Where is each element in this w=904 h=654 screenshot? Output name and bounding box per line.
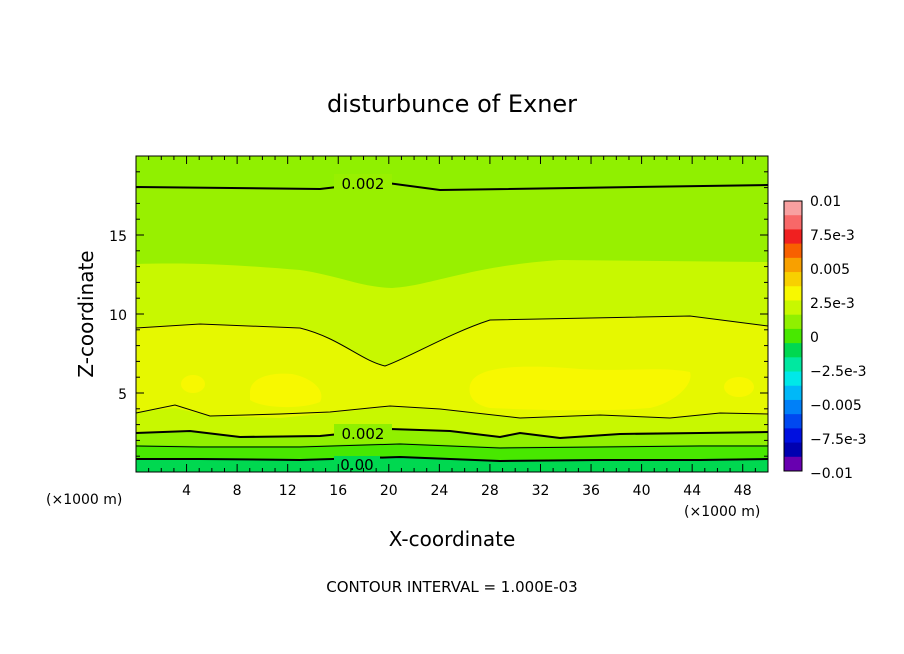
colorbar-label: −7.5e-3 xyxy=(810,432,867,448)
x-tick-label: 20 xyxy=(380,483,398,499)
contour-0.000 xyxy=(136,455,768,463)
y-axis-label: Z-coordinate xyxy=(74,250,98,377)
x-tick-labels: 4 8 12 16 20 24 28 32 36 40 44 48 xyxy=(182,483,751,499)
blob-yellow-1 xyxy=(181,375,205,393)
colorbar-swatch xyxy=(784,229,802,245)
colorbar-swatches xyxy=(784,201,802,472)
colorbar-label: −0.005 xyxy=(810,398,862,414)
contour-label-3: 0.00 xyxy=(340,456,373,474)
x-tick-label: 48 xyxy=(734,483,752,499)
x-tick-label: 40 xyxy=(633,483,651,499)
colorbar-labels: 0.01 7.5e-3 0.005 2.5e-3 0 −2.5e-3 −0.00… xyxy=(810,194,867,482)
x-tick-label: 32 xyxy=(532,483,550,499)
colorbar-label: −0.01 xyxy=(810,466,853,482)
x-tick-label: 44 xyxy=(683,483,701,499)
x-tick-label: 36 xyxy=(582,483,600,499)
colorbar-swatch xyxy=(784,328,802,344)
x-tick-label: 28 xyxy=(481,483,499,499)
axis-ticks xyxy=(136,156,768,472)
colorbar-label: −2.5e-3 xyxy=(810,364,867,380)
colorbar-swatch xyxy=(784,456,802,472)
colorbar-swatch xyxy=(784,343,802,358)
colorbar-swatch xyxy=(784,371,802,387)
blob-yellow-2 xyxy=(250,373,322,408)
colorbar-swatch xyxy=(784,414,802,429)
colorbar-swatch xyxy=(784,357,802,373)
colorbar-swatch xyxy=(784,257,802,273)
x-tick-label: 4 xyxy=(182,483,191,499)
colorbar-swatch xyxy=(784,442,802,458)
colorbar: 0.01 7.5e-3 0.005 2.5e-3 0 −2.5e-3 −0.00… xyxy=(783,194,867,482)
plot-area: 0.002 0.002 0.00 xyxy=(136,156,768,474)
colorbar-label: 7.5e-3 xyxy=(810,228,855,244)
colorbar-swatch xyxy=(784,272,802,287)
contour-0.001 xyxy=(136,443,768,449)
z-unit-label: (×1000 m) xyxy=(46,492,122,508)
y-tick-label: 15 xyxy=(109,229,127,245)
colorbar-swatch xyxy=(784,201,802,216)
colorbar-swatch xyxy=(784,428,802,444)
colorbar-swatch xyxy=(784,215,802,230)
contour-label-bg-2 xyxy=(334,424,392,442)
contour-0.003 xyxy=(136,315,768,367)
blob-yellow-3 xyxy=(469,366,691,411)
y-tick-label: 5 xyxy=(118,387,127,403)
y-tick-labels: 5 10 15 xyxy=(109,229,127,403)
colorbar-frame xyxy=(783,200,803,472)
y-tick-label: 10 xyxy=(109,308,127,324)
x-tick-label: 24 xyxy=(430,483,448,499)
colorbar-label: 0.01 xyxy=(810,194,841,210)
contour-label-1: 0.002 xyxy=(342,175,385,193)
colorbar-swatch xyxy=(784,314,802,330)
x-tick-label: 8 xyxy=(233,483,242,499)
x-tick-label: 12 xyxy=(279,483,297,499)
colorbar-swatch xyxy=(784,286,802,301)
colorbar-label: 2.5e-3 xyxy=(810,296,855,312)
contour-label-bg-1 xyxy=(334,174,392,192)
colorbar-swatch xyxy=(784,399,802,415)
blob-yellow-4 xyxy=(724,377,754,397)
colorbar-swatch xyxy=(784,300,802,316)
x-unit-label: (×1000 m) xyxy=(684,504,760,520)
contour-label-bg-3 xyxy=(334,456,380,472)
x-tick-label: 16 xyxy=(329,483,347,499)
colorbar-swatch xyxy=(784,385,802,401)
colorbar-label: 0 xyxy=(810,330,819,346)
colorbar-label: 0.005 xyxy=(810,262,850,278)
contour-0.002-lower xyxy=(136,427,768,440)
contour-label-2: 0.002 xyxy=(342,425,385,443)
colorbar-swatch xyxy=(784,243,802,259)
x-axis-label: X-coordinate xyxy=(389,527,516,551)
chart-title: disturbunce of Exner xyxy=(327,90,577,118)
contour-0.003-lower xyxy=(136,404,768,419)
contour-interval-note: CONTOUR INTERVAL = 1.000E-03 xyxy=(326,578,577,596)
